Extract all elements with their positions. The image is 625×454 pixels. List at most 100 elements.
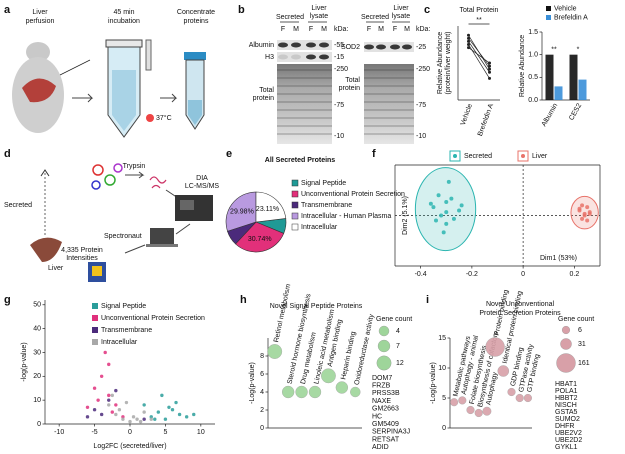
lane-label: M: [293, 26, 299, 33]
legend-label: Transmembrane: [301, 202, 352, 209]
bar: [545, 54, 554, 100]
chart-title: All Secreted Proteins: [265, 157, 336, 164]
blot-strip: [277, 40, 332, 50]
blot-group: Secreted: [361, 14, 389, 21]
point: [580, 203, 585, 208]
y-axis-label: -Log(p-value): [249, 362, 256, 404]
legend-label: Transmembrane: [101, 327, 152, 334]
panel-label: i: [426, 294, 429, 306]
gene-label: GSTA5: [555, 409, 578, 416]
panel-d-art: [30, 163, 213, 282]
y-tick-label: 2: [260, 407, 264, 414]
y-tick-label: 10: [438, 365, 446, 372]
point: [582, 213, 587, 218]
point: [444, 200, 449, 205]
point: [142, 410, 146, 414]
d-label: Trypsin: [123, 163, 146, 170]
category-label: Heparin binding: [340, 331, 357, 381]
gene-label: GM5409: [372, 421, 399, 428]
point: [110, 410, 114, 414]
y-tick-label: 50: [33, 302, 41, 309]
legend-swatch: [92, 315, 98, 321]
point: [488, 61, 491, 65]
blot-band: [319, 42, 329, 48]
annotation: *: [577, 47, 580, 54]
point: [439, 213, 444, 218]
band-label: SOD2: [341, 44, 360, 51]
temperature-label: 37°C: [156, 114, 172, 122]
point: [488, 67, 491, 71]
x-tick-label: -10: [54, 429, 64, 436]
marker-label: -75: [334, 102, 344, 109]
step-label: 45 min: [113, 9, 134, 16]
y-axis-label: Relative Abundance: [519, 35, 526, 97]
bubble: [267, 344, 283, 359]
y-tick-label: 0: [442, 425, 446, 432]
point: [99, 374, 104, 379]
gene-label: UBE2V2: [555, 430, 582, 437]
marker-label: -10: [334, 133, 344, 140]
bubble: [497, 365, 510, 377]
x-axis-label: Log2FC (secreted/liver): [93, 443, 166, 450]
lane-label: F: [393, 26, 397, 33]
lane-label: F: [309, 26, 313, 33]
legend-swatch: [291, 212, 299, 220]
point: [441, 230, 446, 235]
point: [446, 179, 451, 184]
panel-label: a: [4, 4, 11, 16]
point: [577, 206, 582, 211]
bubble: [308, 385, 322, 399]
size-legend-bubble: [377, 339, 391, 353]
y-axis-label: -Log(p-value): [430, 362, 437, 404]
y-tick-label: 40: [33, 325, 41, 332]
gene-label: PRSS3B: [372, 390, 400, 397]
blot-band: [376, 44, 386, 50]
blot-band: [364, 44, 374, 50]
point: [131, 415, 136, 419]
lane-label: M: [321, 26, 327, 33]
panel-a-art: [12, 39, 206, 138]
bubble: [485, 337, 505, 357]
blot-group: Liver: [393, 5, 409, 12]
point: [467, 33, 470, 37]
x-tick-label: Albumin: [541, 102, 560, 127]
panel-label: c: [424, 4, 430, 16]
y-axis-label: Relative Abundance: [437, 32, 444, 94]
point: [451, 216, 456, 221]
point: [585, 218, 590, 223]
total-label: protein: [253, 95, 275, 102]
chart-title: Novel Signal Peptide Proteins: [270, 303, 363, 310]
point: [167, 405, 171, 410]
chart-title: Protein Secretion Proteins: [479, 310, 561, 317]
size-legend-bubble: [556, 353, 576, 373]
point: [107, 362, 111, 367]
lane-label: M: [404, 26, 410, 33]
point: [121, 415, 125, 419]
point: [110, 393, 114, 398]
d-label: Spectronaut: [104, 233, 142, 240]
point: [467, 46, 470, 50]
legend-label: Intracellular: [101, 339, 138, 346]
y-tick-label: 0: [260, 425, 264, 432]
point: [124, 400, 129, 405]
y-tick-label: 5: [442, 395, 446, 402]
marker-label: -25: [416, 44, 426, 51]
legend-label: Brefeldin A: [554, 14, 588, 21]
series-line: [468, 41, 490, 73]
gene-label: DOM7: [372, 375, 392, 382]
point: [121, 417, 125, 421]
point: [436, 193, 441, 198]
bubble: [350, 386, 361, 398]
point: [431, 205, 436, 210]
legend-swatch: [291, 179, 299, 187]
point: [467, 43, 470, 46]
gene-label: SUMO2: [555, 416, 580, 423]
d-label: Liver: [48, 265, 64, 272]
size-legend-label: 4: [396, 328, 400, 335]
pie-slice: [225, 191, 257, 232]
legend-swatch: [546, 6, 551, 11]
point: [444, 210, 449, 215]
point: [467, 39, 470, 43]
x-tick-label: CES2: [568, 102, 583, 121]
